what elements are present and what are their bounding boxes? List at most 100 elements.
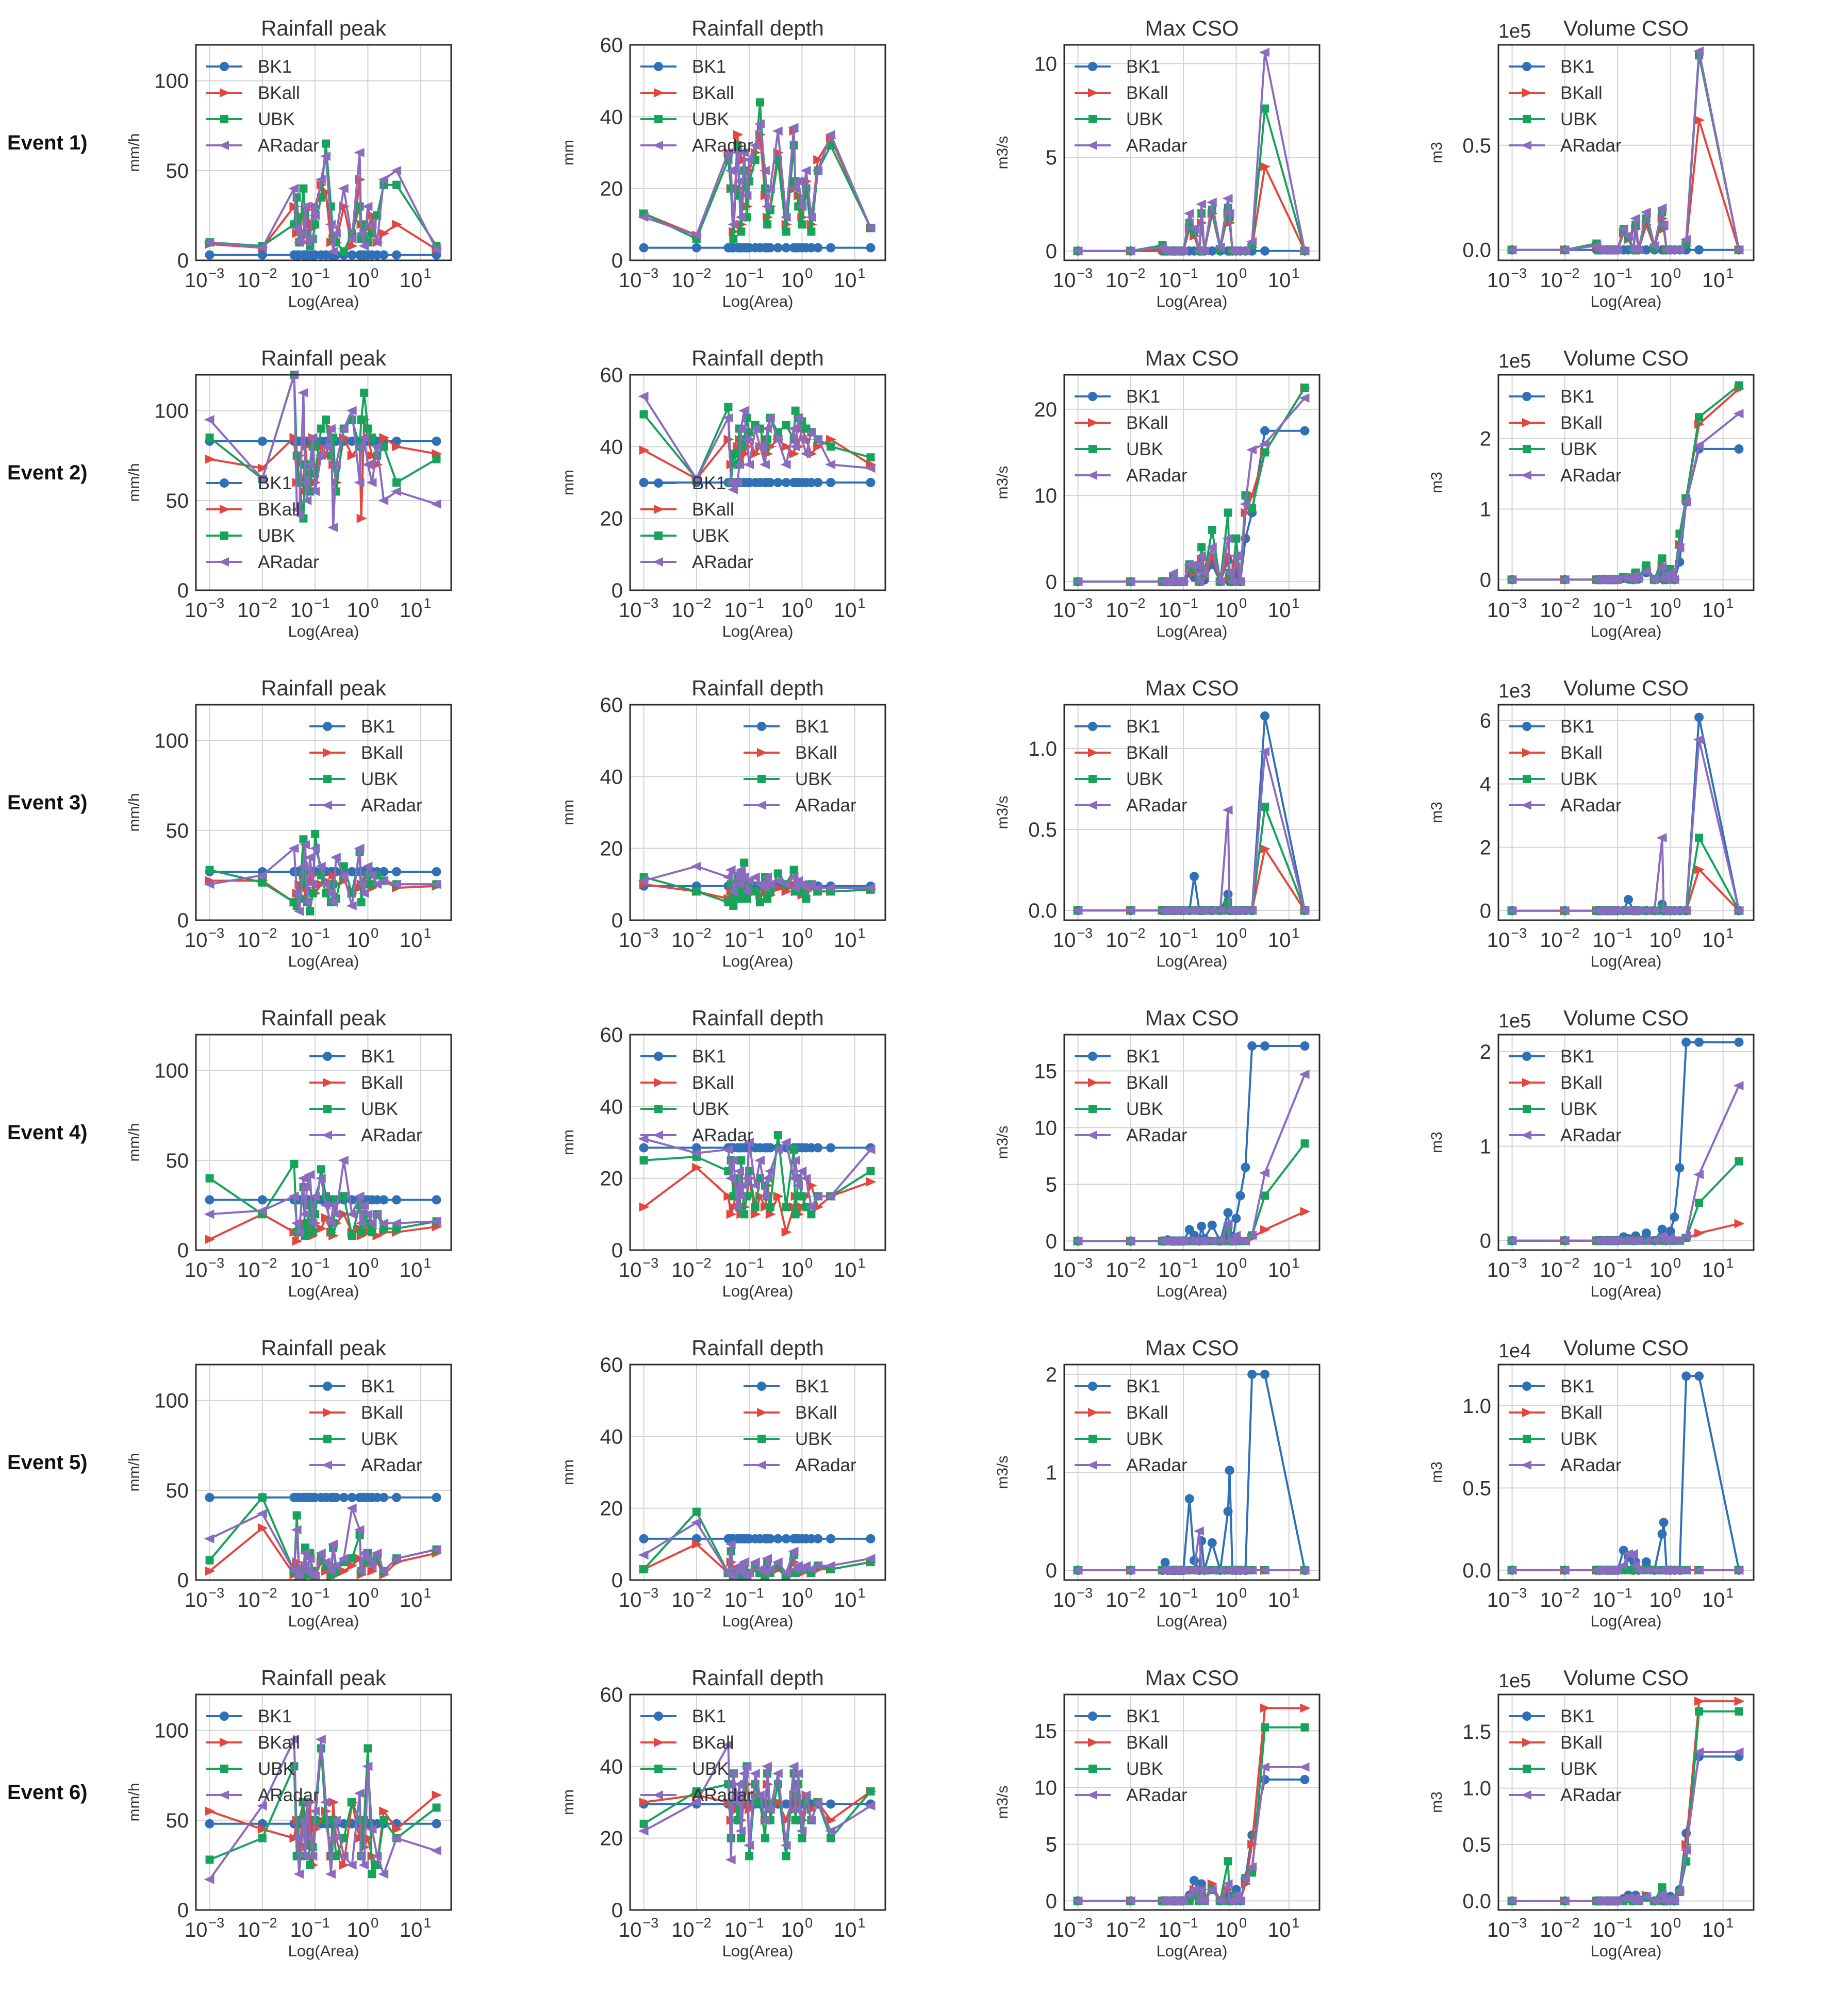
legend-label: UBK xyxy=(361,1429,398,1449)
data-point-bk1 xyxy=(813,1143,823,1153)
data-point-aradar xyxy=(431,245,441,255)
axis-offset-label: 1e5 xyxy=(1498,1010,1531,1032)
data-point-ubk xyxy=(692,1787,701,1796)
legend-label: BK1 xyxy=(692,57,726,77)
data-point-aradar xyxy=(256,1206,267,1216)
data-point-aradar xyxy=(204,1874,214,1884)
legend-label: UBK xyxy=(361,1099,398,1119)
data-point-aradar xyxy=(371,1851,382,1861)
y-tick-label: 100 xyxy=(154,400,189,423)
data-point-aradar xyxy=(744,1138,754,1147)
data-point-bk1 xyxy=(1260,1775,1270,1784)
legend-marker-aradar xyxy=(1087,141,1097,150)
legend: BK1 BKall UBK ARadar xyxy=(640,57,753,156)
y-axis-label: m3/s xyxy=(994,136,1011,169)
series-line-ubk xyxy=(1512,385,1740,581)
data-point-ubk xyxy=(789,1145,798,1154)
series-line-bkall xyxy=(1512,1700,1739,1902)
data-point-aradar xyxy=(1189,1566,1199,1575)
data-point-bkall xyxy=(826,1815,837,1825)
data-point-ubk xyxy=(308,889,317,898)
data-point-aradar xyxy=(204,1534,214,1543)
data-point-bkall xyxy=(781,442,792,452)
data-point-bkall xyxy=(257,463,268,473)
data-point-aradar xyxy=(825,1191,836,1201)
legend-label: BK1 xyxy=(1126,387,1160,407)
y-tick-label: 60 xyxy=(600,1684,623,1706)
data-point-ubk xyxy=(639,410,648,419)
y-tick-label: 1.0 xyxy=(1462,1777,1491,1800)
legend-label: ARadar xyxy=(1126,136,1187,156)
data-point-aradar xyxy=(301,1798,312,1807)
legend-label: UBK xyxy=(1560,439,1597,459)
legend-marker-bkall xyxy=(1088,1408,1098,1417)
data-point-aradar xyxy=(738,406,749,416)
data-point-aradar xyxy=(812,165,823,175)
data-point-ubk xyxy=(1735,381,1743,390)
data-point-aradar xyxy=(1259,47,1270,57)
x-tick-label: 101 xyxy=(834,595,866,622)
data-point-aradar xyxy=(744,876,754,886)
x-axis-label: Log(Area) xyxy=(1157,1612,1228,1630)
data-point-aradar xyxy=(772,1769,783,1779)
x-axis-label: Log(Area) xyxy=(1591,1612,1662,1630)
data-point-ubk xyxy=(729,902,738,910)
legend-label: BKall xyxy=(692,1073,734,1093)
x-tick-label: 101 xyxy=(1702,925,1734,952)
legend-label: BK1 xyxy=(692,1706,726,1726)
y-tick-label: 0 xyxy=(612,909,623,932)
data-point-bk1 xyxy=(257,436,267,446)
legend-marker-bkall xyxy=(220,1738,230,1747)
x-tick-label: 10−3 xyxy=(1487,1915,1527,1941)
data-point-ubk xyxy=(258,1493,267,1502)
data-point-aradar xyxy=(1178,1896,1189,1906)
x-axis-label: Log(Area) xyxy=(288,1942,359,1960)
data-point-ubk xyxy=(639,1565,648,1574)
data-point-aradar xyxy=(309,1191,320,1201)
data-point-aradar xyxy=(749,1557,760,1567)
data-point-aradar xyxy=(288,1191,299,1201)
data-point-aradar xyxy=(1240,1566,1250,1575)
data-point-ubk xyxy=(303,1219,311,1227)
data-point-aradar xyxy=(1196,1885,1207,1895)
data-point-bkall xyxy=(691,1539,702,1549)
data-point-aradar xyxy=(1259,1168,1270,1178)
data-point-aradar xyxy=(315,861,326,871)
data-point-bk1 xyxy=(1734,1037,1744,1047)
data-point-aradar xyxy=(741,1173,752,1183)
series-line-aradar xyxy=(209,374,437,529)
legend-marker-ubk xyxy=(654,1105,663,1113)
data-point-aradar xyxy=(825,130,836,140)
data-point-ubk xyxy=(339,1834,348,1842)
data-point-aradar xyxy=(1072,246,1083,256)
data-point-aradar xyxy=(780,1840,791,1850)
data-point-aradar xyxy=(1693,46,1704,56)
data-point-aradar xyxy=(355,1218,366,1228)
data-point-bk1 xyxy=(432,867,441,876)
panel-title: Volume CSO xyxy=(1563,676,1689,700)
data-point-ubk xyxy=(761,1834,769,1842)
legend-label: BKall xyxy=(795,743,837,763)
legend-marker-aradar xyxy=(1521,1131,1531,1140)
y-tick-label: 0.0 xyxy=(1462,1559,1491,1582)
data-point-bkall xyxy=(379,228,390,238)
legend-marker-ubk xyxy=(323,775,332,783)
data-point-aradar xyxy=(1227,1236,1238,1246)
data-point-aradar xyxy=(741,191,752,201)
data-point-aradar xyxy=(805,1565,816,1574)
x-axis-label: Log(Area) xyxy=(1591,952,1662,970)
data-point-aradar xyxy=(1640,566,1651,576)
data-point-aradar xyxy=(1227,1896,1238,1906)
x-tick-label: 10−3 xyxy=(1053,1915,1093,1941)
data-point-bkall xyxy=(205,454,216,464)
data-point-aradar xyxy=(825,1561,836,1571)
data-point-ubk xyxy=(368,1870,376,1879)
x-tick-label: 101 xyxy=(1702,595,1734,622)
data-point-aradar xyxy=(325,1566,336,1576)
data-point-aradar xyxy=(741,887,752,896)
x-tick-label: 101 xyxy=(400,265,432,292)
legend-marker-bk1 xyxy=(1088,1382,1097,1391)
x-tick-label: 10−2 xyxy=(1540,265,1579,292)
data-point-aradar xyxy=(1693,441,1704,451)
data-point-ubk xyxy=(1208,525,1216,534)
